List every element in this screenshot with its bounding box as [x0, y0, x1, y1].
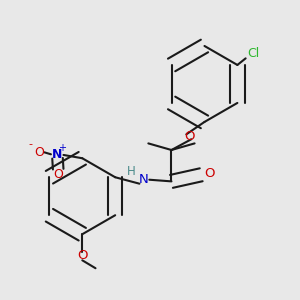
Text: O: O: [184, 130, 194, 143]
Text: N: N: [139, 173, 148, 186]
Text: O: O: [77, 249, 88, 262]
Text: N: N: [52, 148, 63, 161]
Text: O: O: [204, 167, 215, 180]
Text: O: O: [53, 168, 63, 181]
Text: H: H: [127, 165, 135, 178]
Text: +: +: [58, 143, 67, 153]
Text: -: -: [28, 139, 32, 149]
Text: O: O: [34, 146, 44, 159]
Text: Cl: Cl: [247, 47, 260, 60]
